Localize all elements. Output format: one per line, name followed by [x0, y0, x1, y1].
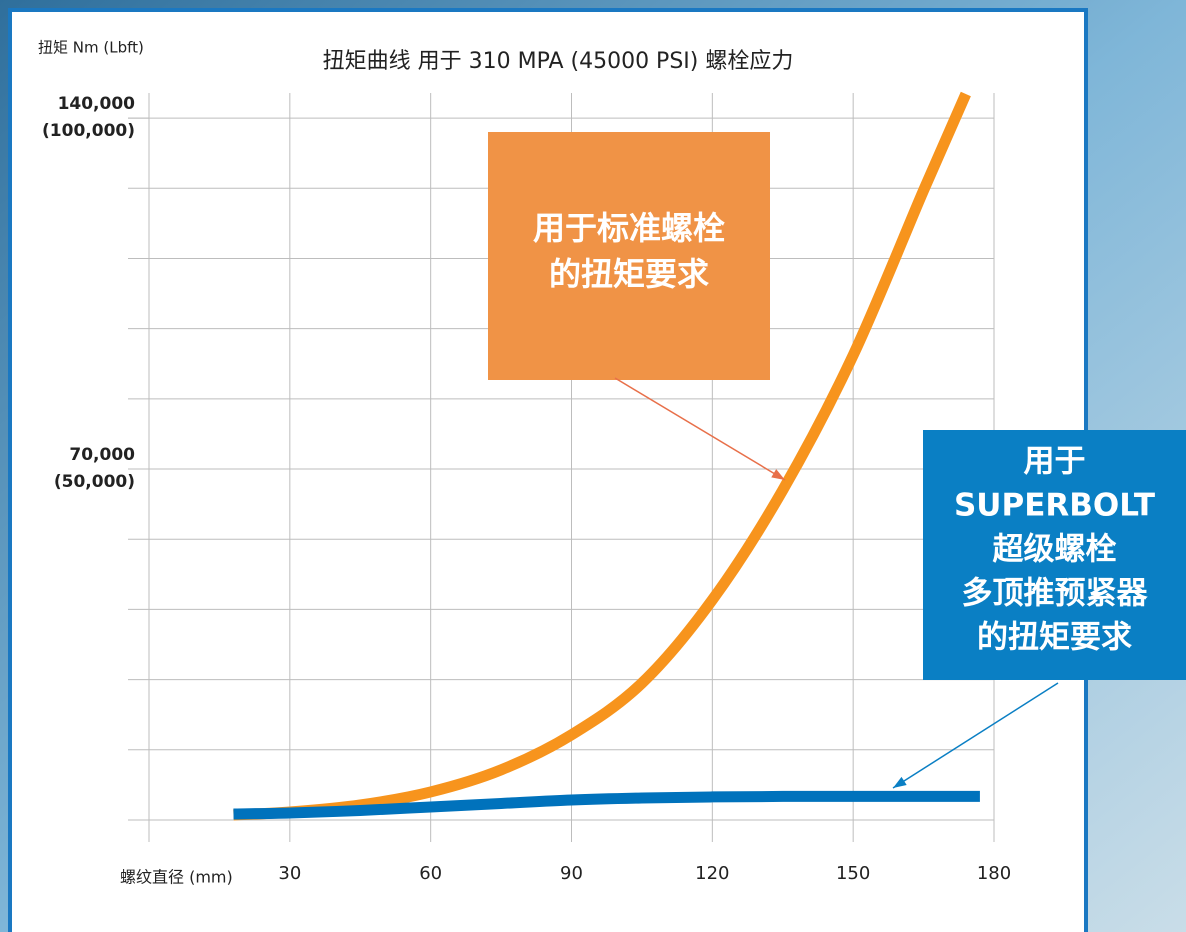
annotation-box [923, 430, 1186, 680]
x-tick-label: 30 [278, 863, 301, 884]
x-tick-label: 60 [419, 863, 442, 884]
line [233, 790, 980, 820]
annotation-arrow [892, 682, 1059, 789]
annotation-text: 多顶推预紧器 [962, 576, 1149, 612]
y-tick-label: 140,000 [58, 94, 136, 114]
x-axis-label: 螺纹直径 (mm) [120, 868, 233, 887]
annotation-text: SUPERBOLT [954, 488, 1155, 524]
x-tick-label: 150 [836, 863, 870, 884]
y-tick-label: (50,000) [54, 472, 135, 492]
y-axis-label: 扭矩 Nm (Lbft) [38, 39, 144, 57]
x-tick-label: 180 [977, 863, 1011, 884]
chart-title: 扭矩曲线 用于 310 MPA (45000 PSI) 螺栓应力 [323, 49, 794, 74]
annotation-arrow [614, 377, 786, 481]
annotation-text: 用于 [1024, 444, 1086, 480]
arrow-head [771, 469, 785, 480]
x-tick-label: 120 [695, 863, 729, 884]
y-tick-label: (100,000) [42, 121, 135, 141]
annotation-box [488, 132, 770, 380]
y-tick-label: 70,000 [69, 445, 135, 465]
annotation-text: 超级螺栓 [993, 532, 1117, 568]
x-tick-label: 90 [560, 863, 583, 884]
annotation-text: 用于标准螺栓 [533, 209, 725, 247]
annotation-text: 的扭矩要求 [549, 255, 709, 293]
arrow-head [893, 776, 907, 788]
annotation-text: 的扭矩要求 [977, 620, 1132, 656]
line [233, 91, 971, 821]
